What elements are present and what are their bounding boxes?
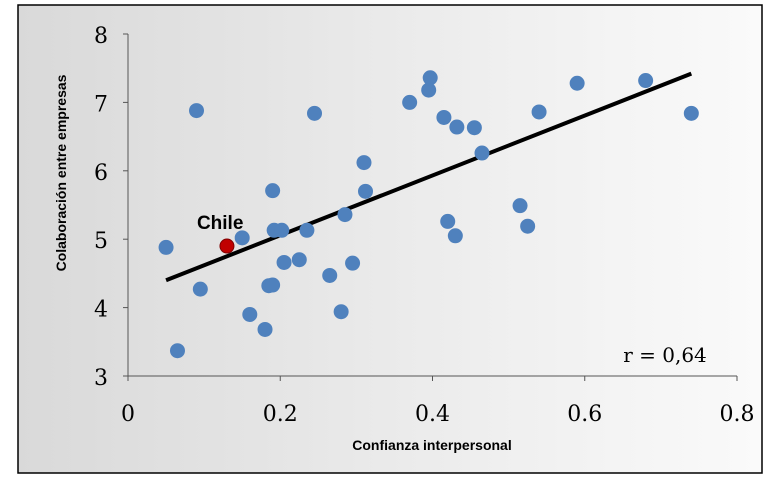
- data-point: [257, 321, 273, 337]
- data-point: [192, 281, 208, 297]
- data-point: [531, 104, 547, 120]
- data-point: [683, 105, 699, 121]
- data-point: [356, 155, 372, 171]
- data-point: [322, 267, 338, 283]
- data-point: [440, 213, 456, 229]
- x-axis-label: Confianza interpersonal: [352, 437, 511, 453]
- data-point: [466, 120, 482, 136]
- data-point: [512, 198, 528, 214]
- data-point: [358, 183, 374, 199]
- data-point: [449, 119, 465, 135]
- y-tick-label: 4: [94, 298, 108, 323]
- highlight-label: Chile: [197, 213, 243, 234]
- data-point: [337, 207, 353, 223]
- plot-background: [17, 4, 763, 474]
- x-tick-label: 0.8: [720, 402, 755, 427]
- data-point: [421, 82, 437, 98]
- y-tick-label: 5: [94, 229, 108, 254]
- data-point: [447, 228, 463, 244]
- data-point: [265, 183, 281, 199]
- data-point: [638, 73, 654, 89]
- x-ticks: 0 0.2 0.4 0.6 0.8: [121, 376, 755, 427]
- data-point: [189, 103, 205, 119]
- data-point: [158, 239, 174, 255]
- y-tick-label: 3: [94, 366, 108, 391]
- trendline: [165, 71, 693, 283]
- x-tick-label: 0.6: [567, 402, 602, 427]
- data-point: [569, 75, 585, 91]
- data-point: [436, 109, 452, 125]
- data-point: [274, 222, 290, 238]
- data-point: [333, 304, 349, 320]
- data-point: [299, 222, 315, 238]
- data-point: [169, 343, 185, 359]
- y-tick-label: 7: [94, 92, 108, 117]
- data-point: [402, 94, 418, 110]
- y-ticks: 3 4 5 6 7 8: [94, 24, 128, 391]
- correlation-annotation: r = 0,64: [623, 343, 707, 367]
- data-point: [265, 277, 281, 293]
- y-tick-label: 6: [94, 161, 108, 186]
- y-tick-label: 8: [94, 24, 108, 49]
- highlight-point-chile: [219, 238, 235, 254]
- data-points: [158, 70, 699, 359]
- data-point: [242, 306, 258, 322]
- x-tick-label: 0.2: [263, 402, 298, 427]
- data-point: [345, 255, 361, 271]
- data-point: [234, 230, 250, 246]
- data-point: [307, 105, 323, 121]
- data-point: [422, 70, 438, 86]
- data-point: [474, 145, 490, 161]
- x-tick-label: 0: [121, 402, 135, 427]
- x-tick-label: 0.4: [415, 402, 450, 427]
- data-point: [276, 254, 292, 270]
- data-point: [291, 252, 307, 268]
- y-axis-label: Colaboración entre empresas: [53, 74, 69, 271]
- data-point: [520, 218, 536, 234]
